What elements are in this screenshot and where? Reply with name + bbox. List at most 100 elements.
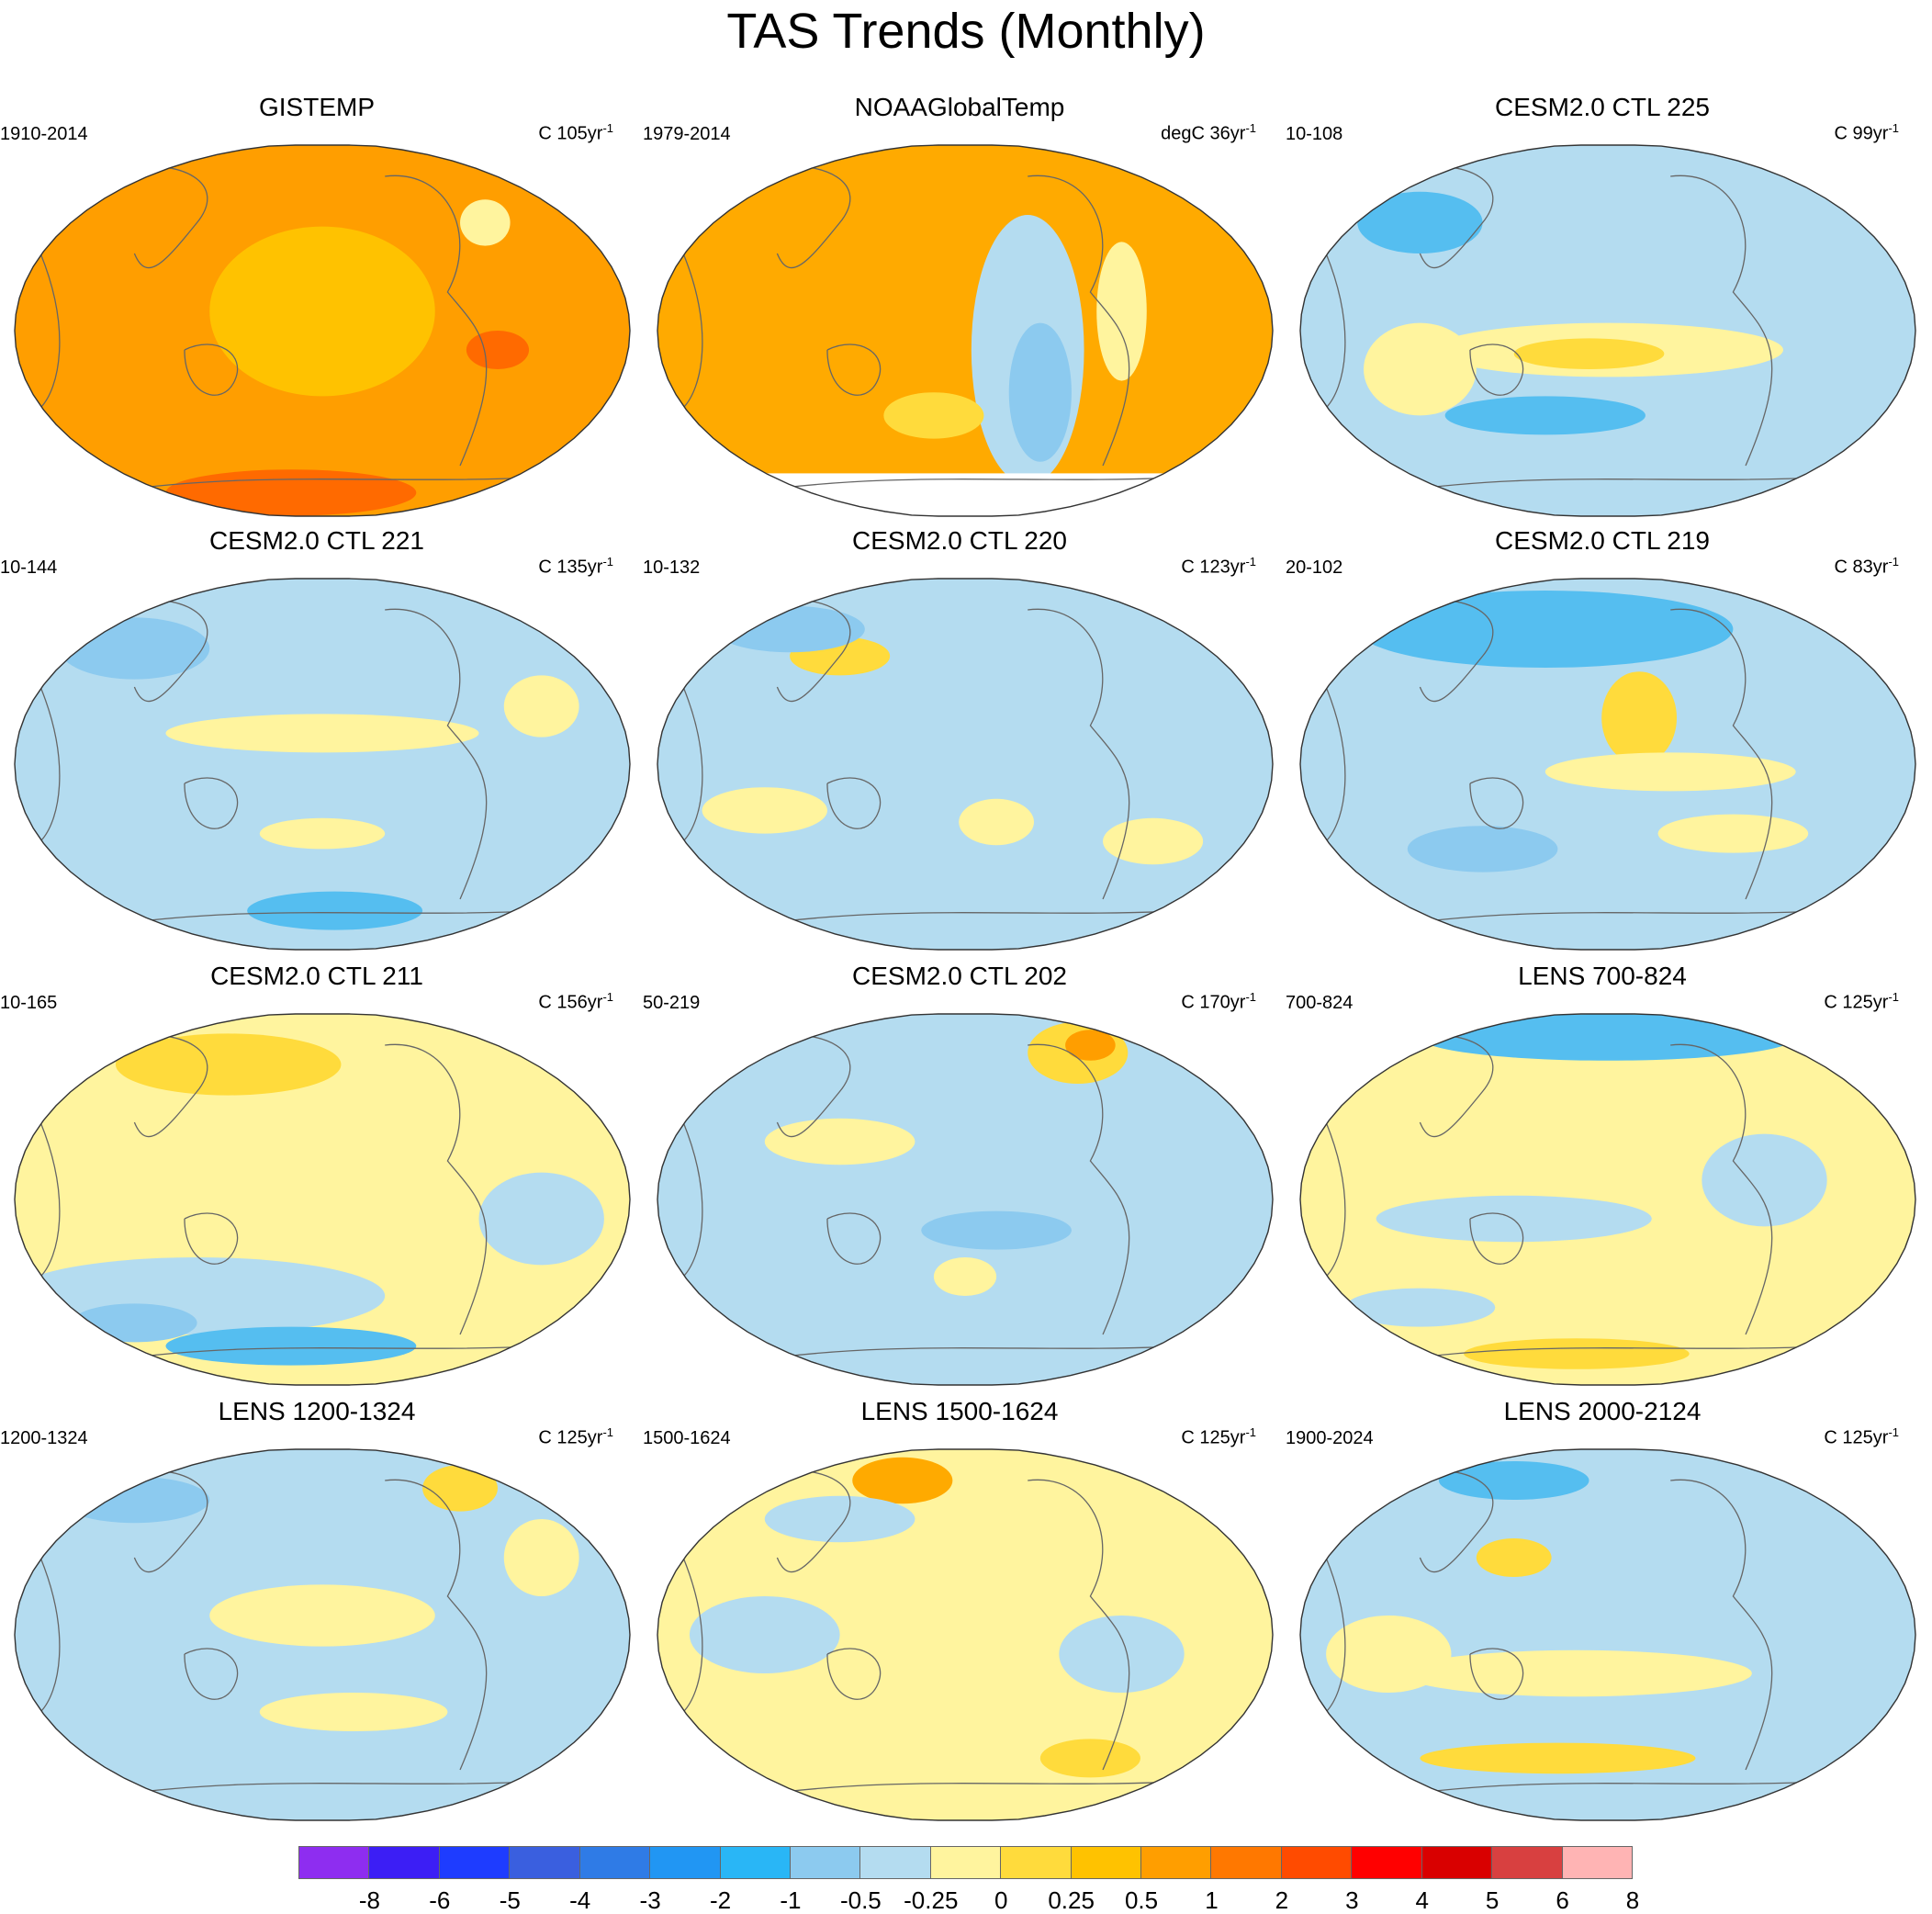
units-exponent: -1 (1245, 121, 1256, 135)
coastline (1469, 1212, 1524, 1265)
contour-region (503, 1519, 579, 1596)
colorbar-swatch (1280, 1846, 1353, 1879)
coastline (1469, 343, 1524, 396)
map-fill (657, 145, 1273, 516)
map-border (657, 144, 1274, 517)
contour-region (1357, 591, 1734, 668)
coastline (746, 476, 1185, 494)
map-border (1299, 1448, 1916, 1821)
coastline (103, 1345, 542, 1363)
contour-region (259, 1693, 448, 1731)
coastline (385, 1479, 488, 1771)
colorbar-label: -2 (709, 1886, 732, 1914)
coastline (39, 1121, 61, 1278)
colorbar-label: 2 (1275, 1886, 1289, 1914)
contour-region (209, 1584, 435, 1647)
coastline (682, 253, 703, 409)
world-map (657, 1013, 1274, 1386)
map-panel: GISTEMP 1910-2014 C 105yr-1 (0, 92, 634, 517)
panel-period: 20-102 (1286, 557, 1343, 578)
contour-region (921, 1210, 1072, 1250)
contour-region (1344, 1288, 1496, 1327)
contour-region (1420, 1014, 1796, 1061)
panel-units: C 170yr-1 (1181, 990, 1256, 1013)
colorbar-swatch (298, 1846, 370, 1879)
map-panel: CESM2.0 CTL 219 20-102 C 83yr-1 (1286, 525, 1919, 951)
map-fill (657, 579, 1273, 950)
world-map (14, 1013, 631, 1386)
contour-region (883, 392, 984, 439)
contour-region (165, 1326, 417, 1366)
coastline (682, 1121, 703, 1278)
contour-region (247, 891, 423, 930)
contour-region (209, 226, 435, 397)
contour-region (1039, 1739, 1140, 1778)
map-panel: LENS 1500-1624 1500-1624 C 125yr-1 (643, 1396, 1276, 1821)
contour-region (933, 1257, 997, 1296)
world-map (657, 1448, 1274, 1821)
contour-region (1444, 396, 1646, 435)
panel-title: LENS 2000-2124 (1503, 1397, 1702, 1425)
map-border (657, 578, 1274, 951)
panel-units: C 105yr-1 (538, 121, 613, 144)
contour-region (702, 787, 827, 834)
panel-units: C 123yr-1 (1181, 555, 1256, 578)
panel-units: C 125yr-1 (1824, 990, 1899, 1013)
coastline (385, 175, 488, 467)
map-panel: NOAAGlobalTemp 1979-2014 degC 36yr-1 (643, 92, 1276, 517)
world-map (14, 1448, 631, 1821)
coastline (1388, 909, 1827, 928)
panel-title: LENS 700-824 (1518, 962, 1687, 990)
contour-region (1657, 814, 1809, 853)
panel-title: CESM2.0 CTL 219 (1495, 526, 1710, 555)
units-exponent: -1 (602, 990, 613, 1004)
colorbar-label: 0 (994, 1886, 1008, 1914)
panel-units: C 125yr-1 (538, 1425, 613, 1448)
map-border (657, 1013, 1274, 1386)
coastline (746, 909, 1185, 928)
colorbar-swatch (578, 1846, 651, 1879)
coastline (1325, 1557, 1346, 1713)
colorbar-label: -1 (780, 1886, 802, 1914)
coastline (1388, 476, 1827, 494)
colorbar-label: 0.25 (1048, 1886, 1095, 1914)
map-border (14, 1013, 631, 1386)
world-map (1299, 1013, 1916, 1386)
map-border (1299, 578, 1916, 951)
colorbar-label: -6 (429, 1886, 451, 1914)
units-exponent: -1 (602, 555, 613, 569)
colorbar-swatch (649, 1846, 721, 1879)
colorbar-swatch (509, 1846, 580, 1879)
coastline (1670, 1043, 1773, 1335)
units-exponent: -1 (1888, 121, 1899, 135)
colorbar-label: 4 (1415, 1886, 1429, 1914)
map-border (14, 1448, 631, 1821)
contour-region (59, 1476, 210, 1524)
panel-period: 50-219 (643, 993, 701, 1013)
colorbar-swatch (1421, 1846, 1493, 1879)
panel-title: CESM2.0 CTL 211 (210, 962, 423, 990)
coastline (1028, 1479, 1130, 1771)
colorbar-swatch (719, 1846, 791, 1879)
coastline (184, 1212, 239, 1265)
units-exponent: -1 (602, 1425, 613, 1439)
panel-units: C 156yr-1 (538, 990, 613, 1013)
contour-region (115, 1033, 342, 1096)
contour-region (764, 1495, 915, 1543)
panel-title: CESM2.0 CTL 220 (852, 526, 1067, 555)
contour-region (466, 331, 530, 369)
contour-region (1438, 1461, 1589, 1500)
colorbar-label: -5 (499, 1886, 521, 1914)
panel-title: CESM2.0 CTL 202 (852, 962, 1067, 990)
map-panel: CESM2.0 CTL 220 10-132 C 123yr-1 (643, 525, 1276, 951)
contour-region (59, 617, 210, 680)
units-exponent: -1 (1245, 555, 1256, 569)
panel-units: C 125yr-1 (1181, 1425, 1256, 1448)
contour-region (1420, 1742, 1696, 1774)
contour-region (852, 1457, 953, 1504)
map-border (1299, 1013, 1916, 1386)
contour-region (1008, 322, 1072, 462)
contour-region (1544, 752, 1796, 792)
contour-region (714, 605, 865, 653)
contour-region (1702, 1133, 1827, 1227)
